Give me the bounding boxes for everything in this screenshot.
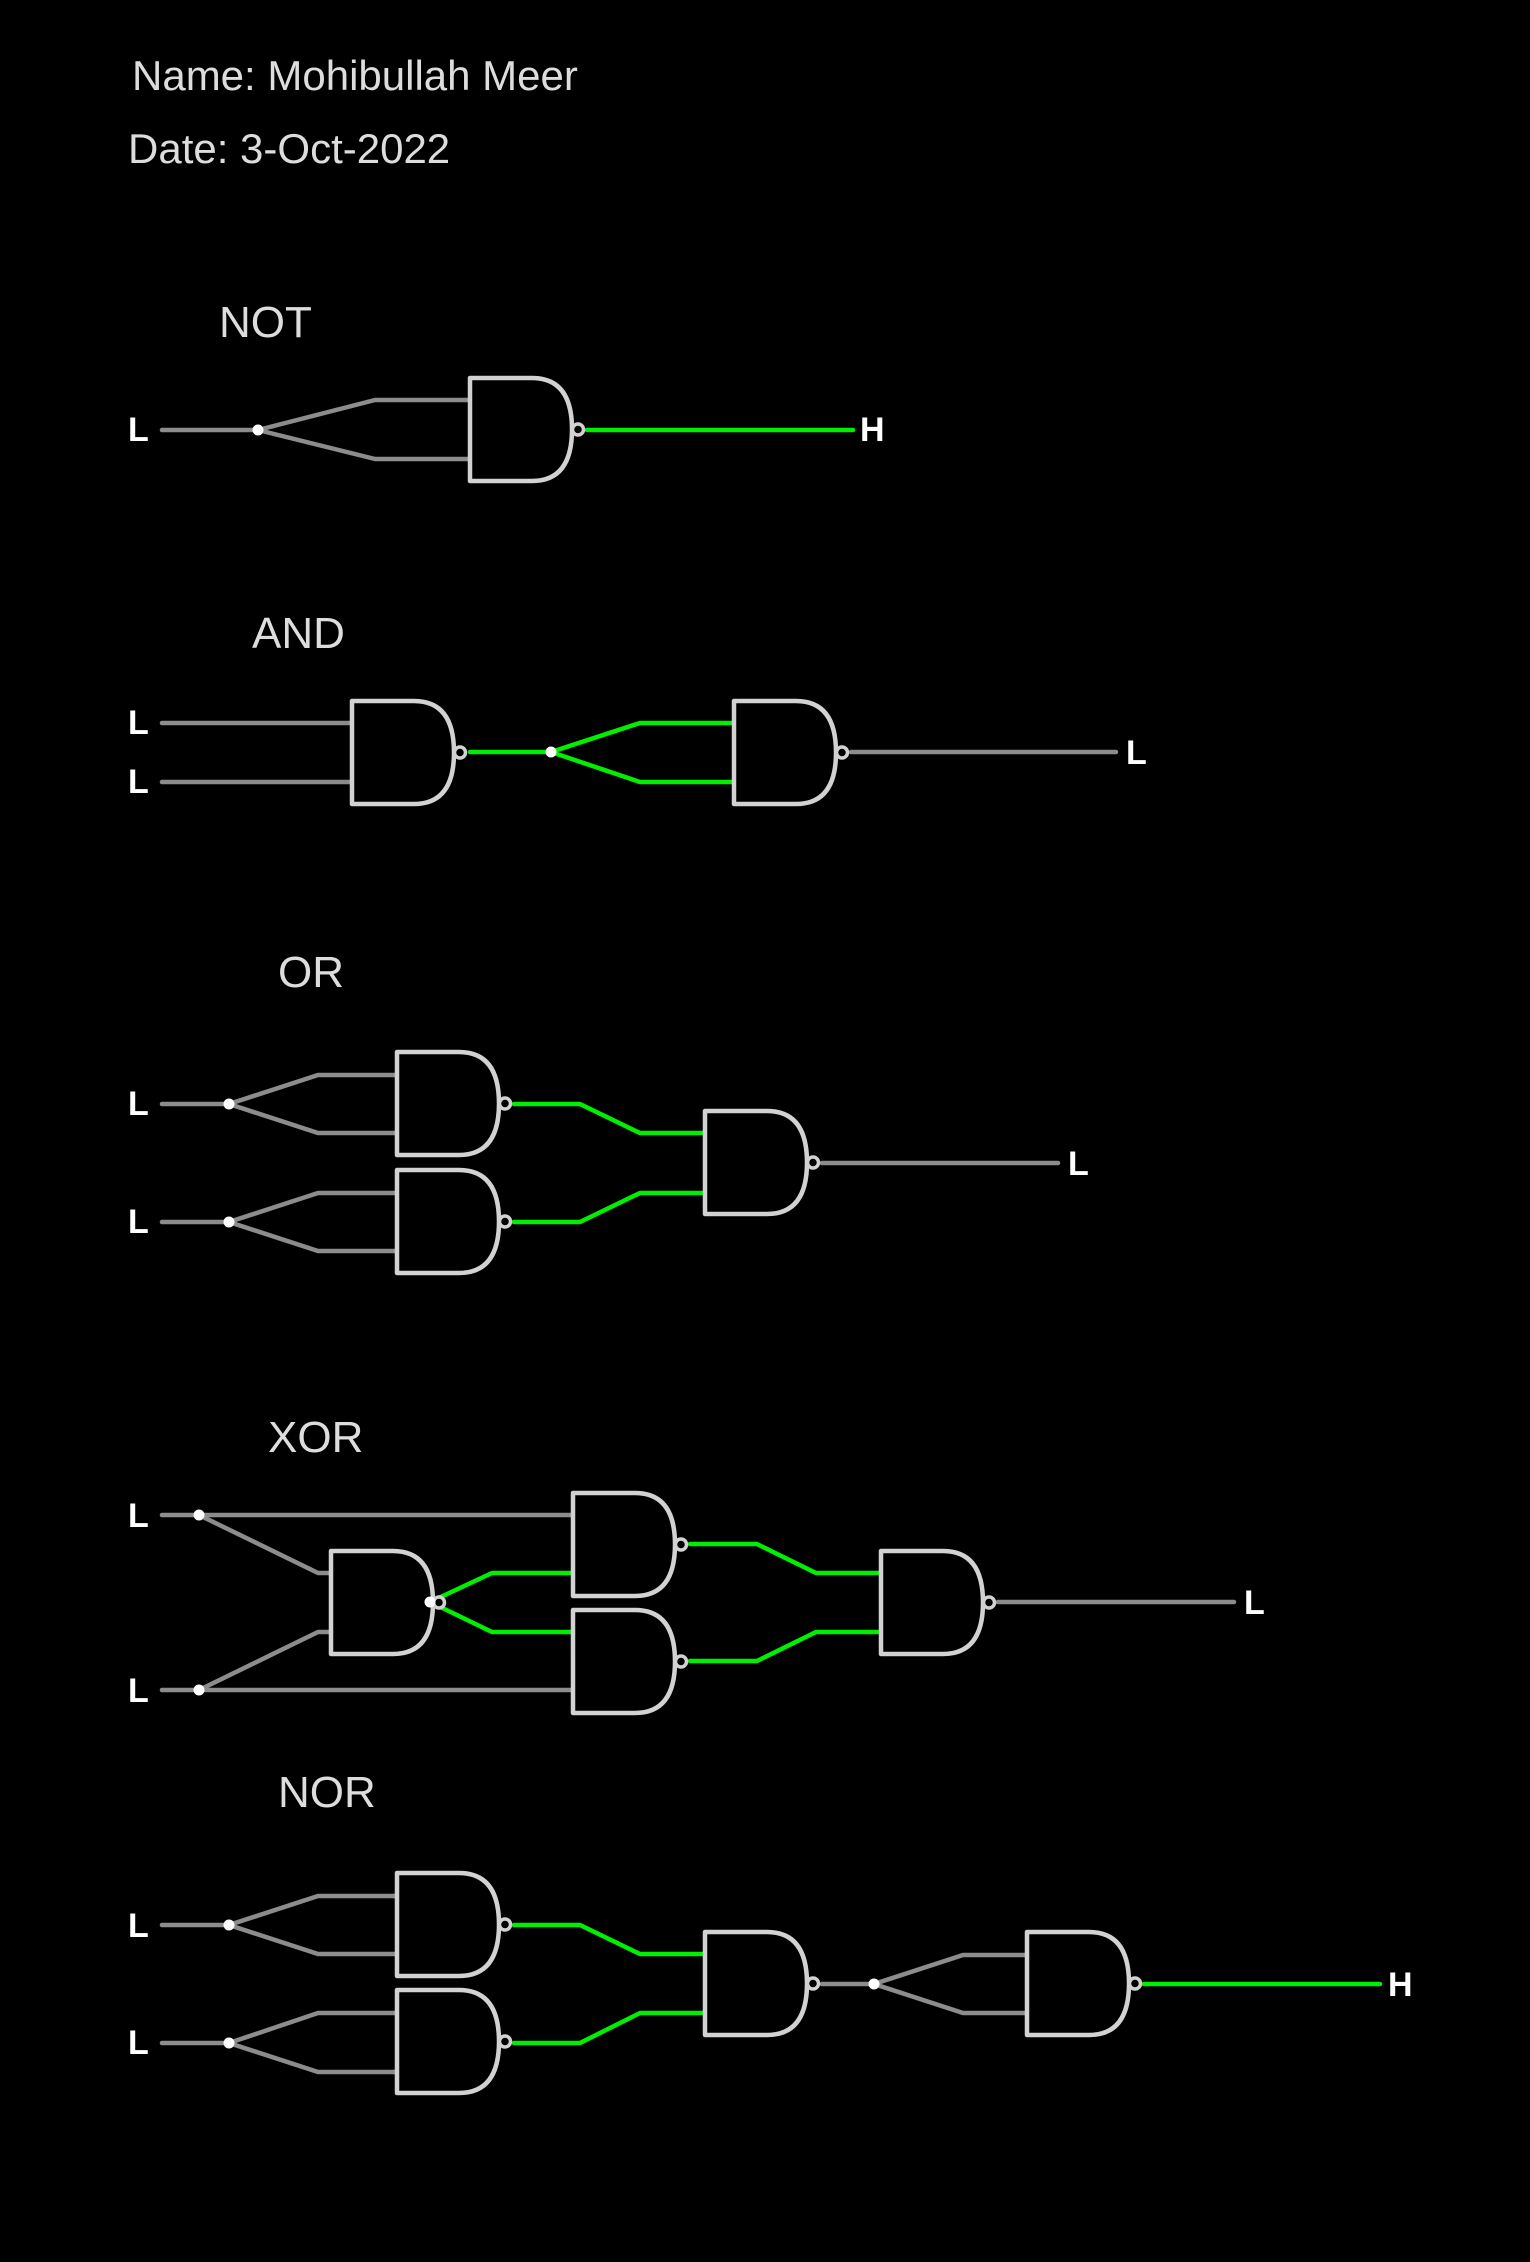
wire-high: [427, 1599, 576, 1635]
nand-gate: [349, 698, 457, 807]
wire-low: [226, 1922, 400, 1957]
wire-low: [226, 1893, 400, 1928]
wire-low: [871, 1952, 1030, 1987]
nand-output-bubble: [570, 422, 586, 437]
nand-gate: [702, 1929, 810, 2038]
junction-dot: [223, 1216, 235, 1228]
circuit-title-not: NOT: [219, 298, 312, 347]
nand-gate: [1024, 1929, 1132, 2038]
output-label: L: [1244, 1584, 1265, 1622]
name-text: Name: Mohibullah Meer: [132, 52, 578, 99]
input-label: L: [128, 1497, 149, 1535]
nand-gate: [394, 1167, 502, 1276]
output-label: H: [1388, 1966, 1413, 2004]
nand-gate: [570, 1607, 678, 1716]
input-label: L: [128, 763, 149, 801]
wire-low: [255, 397, 473, 433]
wire-low: [226, 1072, 400, 1107]
junction-dot: [223, 1098, 235, 1110]
input-label: L: [128, 2024, 149, 2062]
nand-output-bubble: [834, 745, 850, 760]
wire-low: [255, 427, 473, 462]
nand-output-bubble: [673, 1537, 689, 1552]
nand-output-bubble: [497, 1917, 513, 1932]
circuit-title-or: OR: [278, 948, 344, 997]
nand-gate: [394, 1987, 502, 2096]
junction-dot: [193, 1684, 205, 1696]
date-text: Date: 3-Oct-2022: [128, 125, 450, 172]
nand-gate: [467, 375, 575, 484]
nand-gate: [570, 1490, 678, 1599]
input-label: L: [128, 411, 149, 449]
wire-high: [687, 1541, 884, 1576]
wire-high: [427, 1570, 576, 1605]
wire-high: [511, 1190, 708, 1225]
wire-high: [511, 1922, 708, 1957]
nand-output-bubble: [452, 745, 468, 760]
wire-high: [687, 1629, 884, 1664]
nand-output-bubble: [497, 1096, 513, 1111]
nand-output-bubble: [497, 2034, 513, 2049]
wire-low: [226, 1219, 400, 1254]
wire-low: [226, 2010, 400, 2046]
wire-low: [871, 1981, 1030, 2016]
input-label: L: [128, 1907, 149, 1945]
nand-gate: [878, 1548, 986, 1657]
nand-output-bubble: [1127, 1976, 1143, 1991]
wire-low: [196, 1512, 334, 1576]
junction-dot: [193, 1509, 205, 1521]
nand-gate: [328, 1548, 436, 1657]
output-label: L: [1126, 734, 1147, 772]
junction-dot: [868, 1978, 880, 1990]
wire-low: [226, 1190, 400, 1225]
input-label: L: [128, 1672, 149, 1710]
nand-output-bubble: [673, 1654, 689, 1669]
input-label: L: [128, 1085, 149, 1123]
nand-output-bubble: [805, 1155, 821, 1170]
output-label: H: [860, 411, 885, 449]
wire-high: [548, 749, 737, 785]
wire-low: [226, 2040, 400, 2075]
wire-low: [226, 1101, 400, 1136]
input-label: L: [128, 1203, 149, 1241]
nand-gate: [731, 698, 839, 807]
nand-output-bubble: [981, 1595, 997, 1610]
nand-gate: [702, 1108, 810, 1217]
wire-low: [196, 1629, 334, 1693]
nand-gate: [394, 1870, 502, 1979]
circuit-title-nor: NOR: [278, 1768, 376, 1817]
output-label: L: [1068, 1145, 1089, 1183]
circuit-title-xor: XOR: [268, 1413, 363, 1462]
wire-high: [511, 1101, 708, 1136]
circuit-title-and: AND: [252, 609, 345, 658]
nand-gate: [394, 1049, 502, 1158]
junction-dot: [252, 424, 264, 436]
junction-dot: [545, 746, 557, 758]
nand-output-bubble: [497, 1214, 513, 1229]
junction-dot: [223, 1919, 235, 1931]
nand-output-bubble: [805, 1976, 821, 1991]
input-label: L: [128, 704, 149, 742]
junction-dot: [424, 1596, 436, 1608]
wire-high: [548, 720, 737, 755]
wire-high: [511, 2010, 708, 2046]
junction-dot: [223, 2037, 235, 2049]
